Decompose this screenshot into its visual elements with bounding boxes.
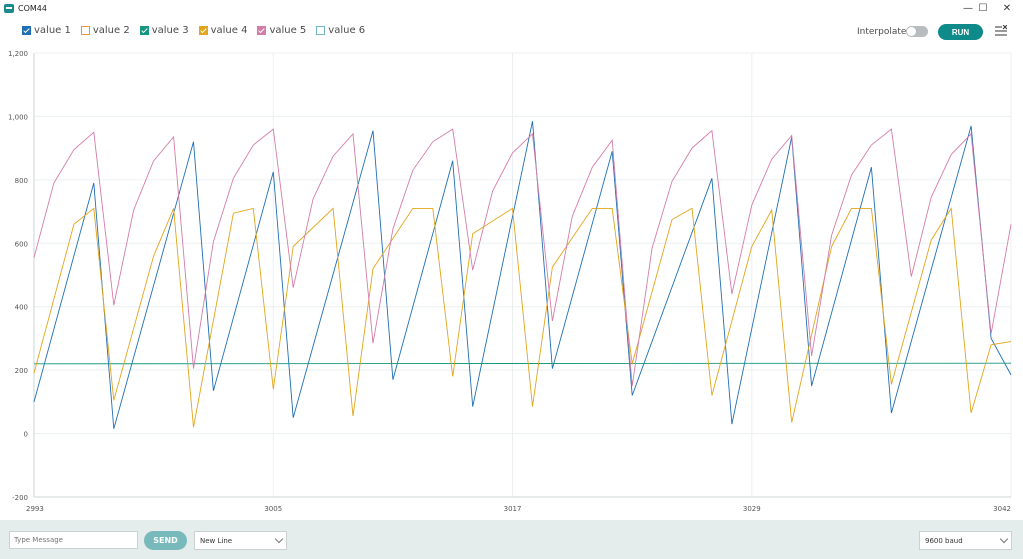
x-tick-label: 3029 [743,505,761,513]
legend-item-5[interactable]: value 5 [257,25,306,36]
baud-value: 9600 baud [925,536,963,545]
app-icon [4,4,14,13]
legend-item-3[interactable]: value 3 [139,25,189,36]
y-tick-label: 1,200 [8,50,28,58]
legend-label: value 1 [34,25,71,36]
y-tick-label: 800 [15,177,28,185]
send-button[interactable]: SEND [144,531,187,550]
y-tick-label: -200 [12,494,28,502]
x-tick-label: 3005 [264,505,282,513]
legend-label: value 4 [210,25,248,36]
line-ending-value: New Line [200,536,233,545]
title-bar: COM44 — ☐ ✕ [0,0,1023,17]
legend-label: value 5 [269,25,307,36]
interpolate-toggle[interactable] [906,26,928,37]
chevron-down-icon [999,534,1009,544]
x-tick-label: 3017 [504,505,522,513]
legend-checkbox[interactable] [80,26,90,35]
legend-item-4[interactable]: value 4 [198,25,248,36]
legend-checkbox[interactable] [198,26,208,35]
legend-checkbox[interactable] [22,26,31,35]
y-tick-label: 200 [15,367,28,375]
y-tick-label: 400 [15,304,28,312]
legend-checkbox[interactable] [316,26,326,35]
y-tick-label: 600 [15,240,28,248]
plot-area: -200 0 200 400 600 800 1,000 1,200 2993 3005 3017 3… [8,50,1012,513]
plotter-toolbar: value 1 value 2 value 3 value 4 value 5 value… [0,17,1023,49]
legend-item-6[interactable]: value 6 [316,25,365,36]
clear-output-icon[interactable] [995,25,1007,37]
window-title: COM44 [18,4,47,13]
y-tick-label: 0 [24,431,28,439]
legend-label: value 2 [92,25,130,36]
chevron-down-icon [274,534,284,544]
series-legend: value 1 value 2 value 3 value 4 value 5 value… [22,25,365,36]
y-tick-label: 1,000 [8,113,28,121]
legend-item-2[interactable]: value 2 [80,25,130,36]
baud-select[interactable]: 9600 baud [919,531,1012,550]
series-line-value-1 [33,121,1012,429]
minimize-button[interactable]: — [963,3,973,14]
series-line-value-5 [33,128,1012,387]
legend-checkbox[interactable] [257,26,267,35]
x-tick-label: 3042 [993,505,1011,513]
maximize-button[interactable]: ☐ [978,3,988,14]
line-ending-select[interactable]: New Line [194,531,287,550]
legend-label: value 6 [328,25,366,36]
interpolate-label: Interpolate [857,27,907,37]
legend-checkbox[interactable] [139,26,149,35]
message-input[interactable] [9,531,138,549]
legend-label: value 3 [151,25,189,36]
series-line-value-3 [33,362,1012,365]
toggle-knob [907,27,916,36]
run-button[interactable]: RUN [938,24,983,40]
close-button[interactable]: ✕ [1002,3,1012,14]
serial-input-bar: SEND New Line 9600 baud [0,520,1023,559]
series-line-value-4 [33,207,1012,428]
x-tick-label: 2993 [26,505,44,513]
legend-item-1[interactable]: value 1 [22,25,71,36]
